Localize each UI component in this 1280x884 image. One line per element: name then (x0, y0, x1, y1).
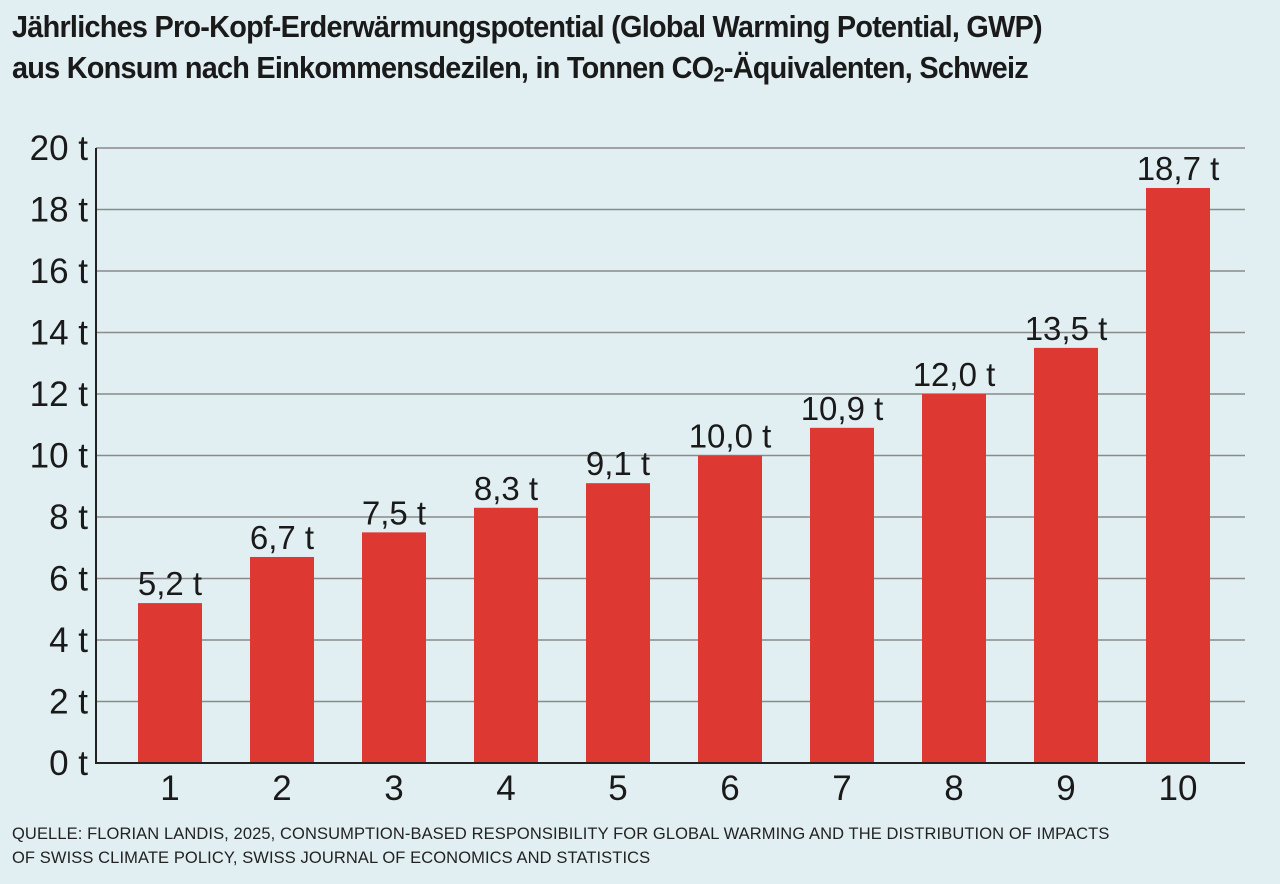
bar (922, 394, 986, 763)
y-tick-label: 8 t (49, 498, 88, 537)
source-note: QUELLE: FLORIAN LANDIS, 2025, CONSUMPTIO… (12, 822, 1109, 870)
bar (586, 483, 650, 763)
x-tick-label: 8 (944, 769, 963, 808)
title-subscript: 2 (713, 61, 724, 87)
y-tick-label: 6 t (49, 560, 88, 599)
y-tick-label: 20 t (30, 129, 89, 168)
bar (474, 507, 538, 763)
bar (698, 455, 762, 763)
title-line-2-post: -Äquivalenten, Schweiz (723, 50, 1029, 85)
y-tick-label: 16 t (30, 252, 89, 291)
x-tick-label: 10 (1159, 769, 1198, 808)
y-tick-label: 4 t (49, 621, 88, 660)
bar (250, 556, 314, 763)
bar (1146, 187, 1210, 764)
data-label: 12,0 t (913, 356, 996, 393)
y-tick-label: 12 t (30, 375, 89, 414)
source-line-1: QUELLE: FLORIAN LANDIS, 2025, CONSUMPTIO… (12, 825, 1110, 843)
x-tick-label: 6 (720, 769, 739, 808)
data-label: 10,9 t (801, 390, 884, 427)
x-tick-label: 5 (608, 769, 627, 808)
bar (362, 532, 426, 763)
bar (138, 603, 202, 763)
title-line-1: Jährliches Pro-Kopf-Erderwärmungspotenti… (12, 9, 1043, 44)
title-line-2-pre: aus Konsum nach Einkommensdezilen, in To… (12, 50, 714, 85)
source-line-2: OF SWISS CLIMATE POLICY, SWISS JOURNAL O… (12, 849, 651, 867)
y-tick-label: 14 t (30, 314, 89, 353)
x-tick-label: 7 (832, 769, 851, 808)
data-label: 13,5 t (1025, 310, 1108, 347)
data-label: 18,7 t (1137, 150, 1220, 187)
x-tick-label: 3 (384, 769, 403, 808)
y-tick-label: 0 t (49, 744, 88, 783)
y-tick-label: 2 t (49, 683, 88, 722)
x-tick-label: 9 (1056, 769, 1075, 808)
bar (810, 427, 874, 763)
data-label: 5,2 t (138, 565, 202, 602)
data-label: 10,0 t (689, 418, 772, 455)
y-tick-label: 10 t (30, 437, 89, 476)
data-label: 9,1 t (586, 445, 650, 482)
y-tick-label: 18 t (30, 191, 89, 230)
x-tick-label: 1 (160, 769, 179, 808)
data-label: 8,3 t (474, 470, 538, 507)
data-label: 7,5 t (362, 494, 426, 531)
bar (1034, 347, 1098, 763)
chart-title: Jährliches Pro-Kopf-Erderwärmungspotenti… (12, 6, 1184, 94)
title-line-2: aus Konsum nach Einkommensdezilen, in To… (12, 47, 1184, 94)
x-tick-label: 2 (272, 769, 291, 808)
data-label: 6,7 t (250, 519, 314, 556)
x-tick-label: 4 (496, 769, 515, 808)
